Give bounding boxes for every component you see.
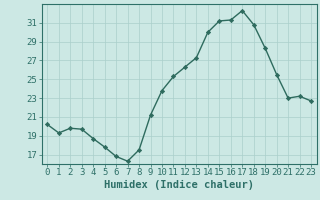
X-axis label: Humidex (Indice chaleur): Humidex (Indice chaleur) — [104, 180, 254, 190]
